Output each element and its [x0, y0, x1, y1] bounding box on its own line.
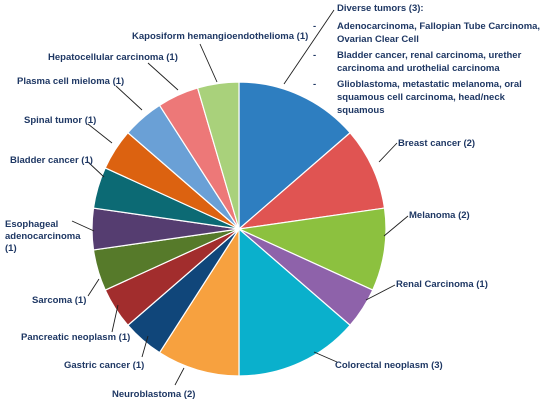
pie-slice: [158, 226, 240, 377]
leader-line: [365, 284, 396, 301]
slice-label: Gastric cancer (1): [64, 360, 144, 371]
pie-slice: [236, 207, 387, 291]
slice-labels: Breast cancer (2) Melanoma (2) Renal Carci…: [5, 31, 488, 400]
pie-slice: [238, 227, 351, 377]
slice-label: Melanoma (2): [409, 210, 470, 221]
bullet-dash: -: [313, 21, 317, 32]
leader-lines: [71, 9, 409, 386]
leader-line: [87, 278, 100, 297]
slice-label: Plasma cell mieloma (1): [17, 76, 124, 87]
pie-slice: [238, 81, 351, 231]
bullet-dash: -: [313, 50, 317, 61]
slice-label: Sarcoma (1): [32, 295, 86, 306]
diverse-tumors-item-text: Adenocarcinoma, Fallopian Tube Carcinoma…: [337, 21, 541, 45]
diverse-tumors-title: Diverse tumors (3):: [337, 3, 424, 14]
slice-label: Neuroblastoma (2): [112, 389, 195, 400]
bullet-dash: -: [313, 79, 317, 90]
diverse-tumors-item: - Glioblastoma, metastatic melanoma, ora…: [307, 78, 550, 117]
slice-label: Esophageal adenocarcinoma (1): [5, 219, 81, 254]
leader-line: [313, 351, 338, 363]
slice-label: Kaposiform hemangioendothelioma (1): [132, 31, 308, 42]
slice-label: Renal Carcinoma (1): [396, 279, 488, 290]
slice-label: Hepatocellular carcinoma (1): [48, 52, 178, 63]
slice-label: Colorectal neoplasm (3): [335, 360, 443, 371]
leader-line: [283, 9, 335, 85]
diverse-tumors-item-text: Glioblastoma, metastatic melanoma, oral …: [337, 79, 522, 116]
leader-line: [115, 85, 143, 111]
slice-label: Spinal tumor (1): [24, 115, 96, 126]
leader-line: [111, 304, 119, 333]
diverse-tumors-note: Diverse tumors (3): - Adenocarcinoma, Fa…: [307, 2, 550, 120]
leader-line: [378, 142, 398, 163]
pie-slice: [196, 81, 240, 230]
leader-line: [87, 161, 105, 178]
leader-line: [383, 215, 409, 237]
diverse-tumors-item: - Adenocarcinoma, Fallopian Tube Carcino…: [307, 20, 550, 46]
leader-line: [71, 220, 95, 232]
pie-slices: [91, 81, 387, 377]
leader-line: [147, 62, 179, 91]
diverse-tumors-item-text: Bladder cancer, renal carcinoma, urether…: [337, 50, 522, 74]
leader-line: [87, 123, 113, 144]
leader-line: [174, 367, 185, 386]
leader-line: [199, 43, 218, 83]
slice-label: Bladder cancer (1): [10, 155, 93, 166]
slice-label: Breast cancer (2): [398, 138, 475, 149]
diverse-tumors-item: - Bladder cancer, renal carcinoma, ureth…: [307, 49, 550, 75]
slice-label: Pancreatic neoplasm (1): [21, 332, 130, 343]
pie-slice: [237, 131, 386, 230]
leader-line: [141, 335, 149, 358]
